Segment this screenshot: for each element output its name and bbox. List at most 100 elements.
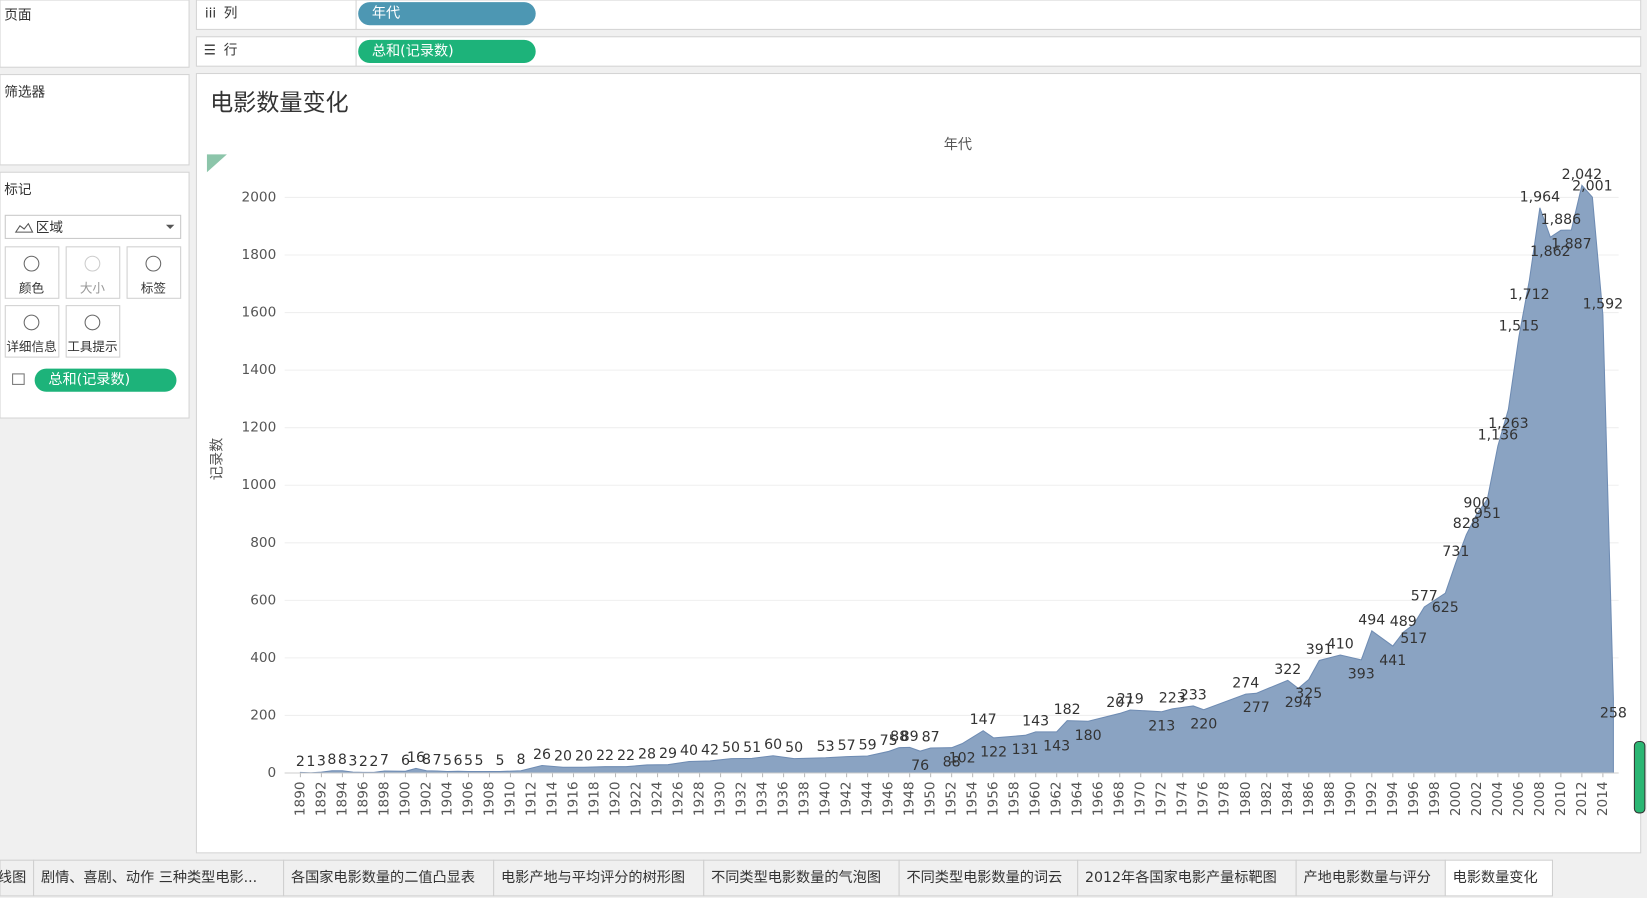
value-label: 26 [533,747,551,763]
button-icon [84,255,101,272]
y-tick-label: 200 [250,707,276,723]
sheet-tab-label: 电影数量变化 [1453,870,1538,886]
x-tick-label: 1896 [355,781,371,816]
sheet-tab[interactable] [0,859,35,897]
area-icon [14,222,34,233]
x-tick-label: 1922 [629,781,645,816]
button-icon [84,314,101,331]
sheet-tab[interactable] [493,859,705,897]
sheet-tab[interactable] [33,859,285,897]
value-label: 57 [838,738,856,754]
value-label: 325 [1295,686,1322,702]
x-tick-label: 2002 [1469,781,1485,816]
x-tick-label: 1906 [460,781,476,816]
x-tick-label: 1950 [923,781,939,816]
x-tick-label: 1960 [1028,781,1044,816]
value-label: 2 [296,754,305,770]
x-tick-label: 1972 [1154,781,1170,816]
value-label: 625 [1432,600,1459,616]
value-label: 207 [1106,695,1133,711]
value-label: 42 [701,742,719,758]
x-tick-label: 2004 [1490,781,1506,816]
button-label: 颜色 [19,280,45,295]
x-tick-label: 2010 [1553,781,1569,816]
x-tick-label: 2008 [1532,781,1548,816]
value-label: 6 [401,753,410,769]
x-tick-label: 1942 [839,781,855,816]
value-label: 2,042 [1562,167,1603,183]
value-label: 2,001 [1572,179,1613,195]
value-label: 147 [970,712,997,728]
value-label: 1 [306,754,315,770]
columns-pill-text: 年代 [372,6,400,22]
x-tick-label: 1986 [1301,781,1317,816]
value-label: 2 [369,754,378,770]
x-tick-label: 1914 [545,781,561,816]
x-tick-label: 1924 [650,781,666,816]
value-label: 75 [880,733,898,749]
columns-pill[interactable] [358,2,536,26]
value-label: 29 [659,746,677,762]
mark-button[interactable] [126,246,182,299]
value-label: 220 [1190,716,1217,732]
value-label: 8 [516,752,525,768]
value-label: 410 [1327,637,1354,653]
x-tick-label: 1988 [1322,781,1338,816]
value-label: 22 [596,748,614,764]
value-label: 223 [1159,690,1186,706]
value-label: 131 [1012,742,1039,758]
rows-pill[interactable] [358,39,536,64]
x-tick-label: 1932 [734,781,750,816]
x-tick-label: 1984 [1280,781,1296,816]
sheet-tab[interactable] [1077,859,1297,897]
scrollbar[interactable] [1633,740,1646,814]
x-tick-label: 1904 [439,781,455,816]
mark-type-dropdown[interactable] [4,214,182,239]
sheet-tab-label: 线图 [0,870,26,886]
x-tick-label: 2000 [1448,781,1464,816]
button-label: 详细信息 [6,339,56,354]
x-tick-label: 1898 [376,781,392,816]
x-tick-label: 1908 [481,781,497,816]
value-label: 2 [359,754,368,770]
sheet-tab-label: 2012年各国家电影产量标靶图 [1085,869,1277,886]
x-tick-label: 1994 [1385,781,1401,816]
x-tick-label: 1926 [671,781,687,816]
value-label: 143 [1022,713,1049,729]
filters-panel [0,74,190,166]
sheet-tab[interactable] [1295,859,1446,897]
mark-pill[interactable] [34,368,177,392]
value-label: 8 [338,752,347,768]
x-tick-label: 1954 [965,781,981,816]
sheet-tab-label: 产地电影数量与评分 [1304,870,1431,886]
rows-label: 行 [224,42,238,58]
area [299,184,1614,774]
x-tick-label: 1936 [776,781,792,816]
sheet-tab[interactable] [898,859,1079,897]
value-label: 7 [380,752,389,768]
sheet-tab-label: 电影产地与平均评分的树形图 [501,869,685,886]
y-tick-label: 1400 [242,362,277,378]
value-label: 20 [554,749,572,765]
mark-button[interactable] [65,246,121,299]
value-label: 180 [1075,728,1102,744]
value-label: 143 [1043,739,1070,755]
sheet-tab[interactable] [283,859,495,897]
value-label: 441 [1379,653,1406,669]
sheet-tab[interactable] [1444,859,1553,897]
value-label: 1,964 [1520,189,1561,205]
y-axis-label: 记录数 [209,438,225,480]
value-label: 731 [1442,544,1469,560]
sheet-tab[interactable] [703,859,900,897]
value-label: 494 [1358,612,1385,628]
value-label: 8 [422,752,431,768]
mark-button[interactable] [4,305,60,358]
value-label: 294 [1285,695,1312,711]
sheet-tab-label: 不同类型电影数量的气泡图 [711,869,881,886]
mark-button[interactable] [65,305,121,358]
rows-pill-text: 总和(记录数) [372,43,454,59]
x-tick-label: 1968 [1112,781,1128,816]
button-icon [23,255,40,272]
mark-button[interactable] [4,246,60,299]
